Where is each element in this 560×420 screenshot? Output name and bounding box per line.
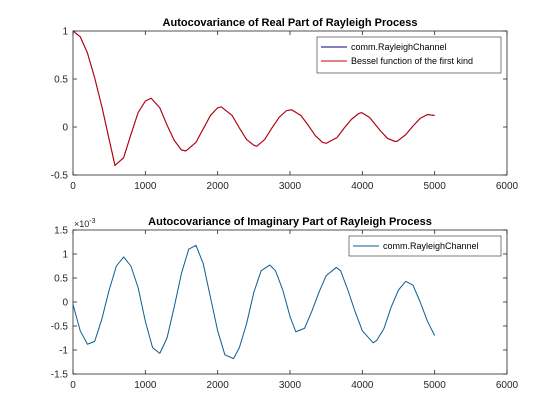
y-tick-label: 0 bbox=[62, 123, 68, 134]
y-tick-label: 0.5 bbox=[54, 274, 68, 285]
x-tick-label: 2000 bbox=[207, 380, 230, 391]
y-tick-label: 0.5 bbox=[54, 75, 68, 86]
subplot-1: 0 1000 2000 3000 4000 5000 6000-0.500.51Autoco… bbox=[51, 17, 519, 192]
x-tick-label: 3000 bbox=[279, 181, 302, 192]
y-tick-label: 1.5 bbox=[54, 226, 68, 237]
x-tick-label: 4000 bbox=[351, 380, 374, 391]
chart-title: Autocovariance of Imaginary Part of Rayl… bbox=[148, 216, 432, 228]
y-tick-label: -0.5 bbox=[51, 322, 69, 333]
chart-title: Autocovariance of Real Part of Rayleigh … bbox=[163, 17, 418, 29]
x-tick-label: 1000 bbox=[134, 181, 157, 192]
y-tick-label: 0 bbox=[62, 298, 68, 309]
x-tick-label: 4000 bbox=[351, 181, 374, 192]
x-tick-label: 6000 bbox=[496, 181, 519, 192]
x-tick-label: 5000 bbox=[424, 181, 447, 192]
y-tick-label: -0.5 bbox=[51, 171, 69, 182]
y-tick-label: 1 bbox=[62, 27, 68, 38]
x-tick-label: 3000 bbox=[279, 380, 302, 391]
y-tick-label: 1 bbox=[62, 250, 68, 261]
legend-label-2: Bessel function of the first kind bbox=[351, 56, 473, 66]
legend: comm.RayleighChannel bbox=[348, 235, 502, 257]
y-tick-label: -1.5 bbox=[51, 370, 69, 381]
y-exponent-power: -3 bbox=[89, 218, 95, 225]
y-exponent-label: ×10-3 bbox=[74, 218, 96, 229]
x-tick-label: 0 bbox=[70, 380, 76, 391]
legend-box bbox=[316, 36, 502, 74]
y-tick-label: -1 bbox=[59, 346, 68, 357]
series-line-2 bbox=[72, 30, 435, 166]
legend-label-1: comm.RayleighChannel bbox=[351, 42, 447, 52]
x-tick-label: 2000 bbox=[207, 181, 230, 192]
x-tick-label: 6000 bbox=[496, 380, 519, 391]
x-tick-label: 5000 bbox=[424, 380, 447, 391]
subplot-2: 0 1000 2000 3000 4000 5000 6000 -1.5 -1 -0.5 0 0.5 1… bbox=[51, 216, 519, 391]
legend-box bbox=[348, 235, 502, 257]
legend: comm.RayleighChannel Bessel function of t… bbox=[316, 36, 502, 74]
x-tick-label: 1000 bbox=[134, 380, 157, 391]
series-line-1 bbox=[72, 244, 436, 360]
legend-label-1: comm.RayleighChannel bbox=[383, 241, 479, 251]
x-tick-label: 0 bbox=[70, 181, 76, 192]
